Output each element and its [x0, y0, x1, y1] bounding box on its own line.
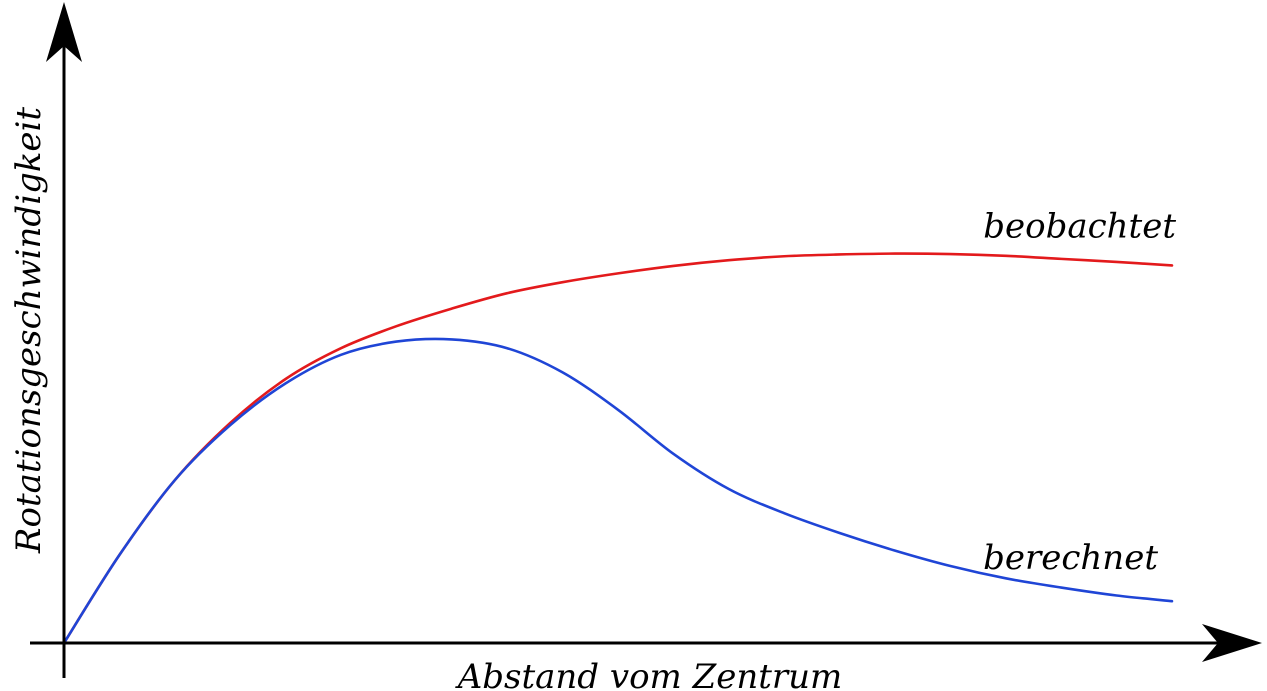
series-line-berechnet [62, 337, 1174, 645]
y-axis-arrowhead [46, 2, 82, 62]
x-axis-label: Abstand vom Zentrum [455, 657, 843, 691]
series-labels-group: beobachtet berechnet [983, 207, 1176, 579]
x-axis-arrowhead [1202, 624, 1262, 662]
series-line-beobachtet [62, 252, 1174, 645]
series-label-beobachtet: beobachtet [983, 207, 1176, 247]
series-label-berechnet: berechnet [983, 538, 1158, 578]
curves-group [62, 252, 1174, 645]
y-axis-label: Rotationsgeschwindigkeit [9, 107, 49, 555]
